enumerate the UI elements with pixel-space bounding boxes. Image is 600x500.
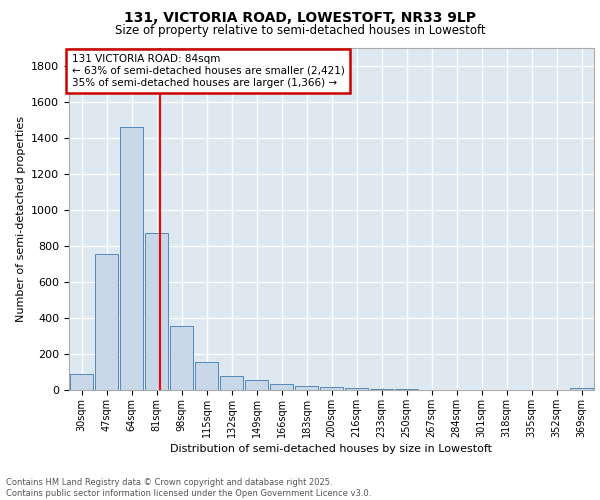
- Bar: [245, 380, 268, 390]
- Bar: [220, 376, 243, 390]
- Bar: [395, 389, 418, 390]
- Bar: [120, 127, 143, 390]
- Y-axis label: Number of semi-detached properties: Number of semi-detached properties: [16, 116, 26, 322]
- Bar: [270, 384, 293, 390]
- Bar: [370, 389, 393, 390]
- Text: Size of property relative to semi-detached houses in Lowestoft: Size of property relative to semi-detach…: [115, 24, 485, 37]
- X-axis label: Distribution of semi-detached houses by size in Lowestoft: Distribution of semi-detached houses by …: [170, 444, 493, 454]
- Bar: [95, 254, 118, 390]
- Bar: [570, 388, 593, 390]
- Bar: [70, 374, 93, 390]
- Bar: [320, 388, 343, 390]
- Bar: [345, 388, 368, 390]
- Bar: [170, 326, 193, 390]
- Text: 131 VICTORIA ROAD: 84sqm
← 63% of semi-detached houses are smaller (2,421)
35% o: 131 VICTORIA ROAD: 84sqm ← 63% of semi-d…: [71, 54, 344, 88]
- Bar: [295, 386, 318, 390]
- Bar: [145, 233, 168, 390]
- Bar: [195, 362, 218, 390]
- Text: Contains HM Land Registry data © Crown copyright and database right 2025.
Contai: Contains HM Land Registry data © Crown c…: [6, 478, 371, 498]
- Text: 131, VICTORIA ROAD, LOWESTOFT, NR33 9LP: 131, VICTORIA ROAD, LOWESTOFT, NR33 9LP: [124, 11, 476, 25]
